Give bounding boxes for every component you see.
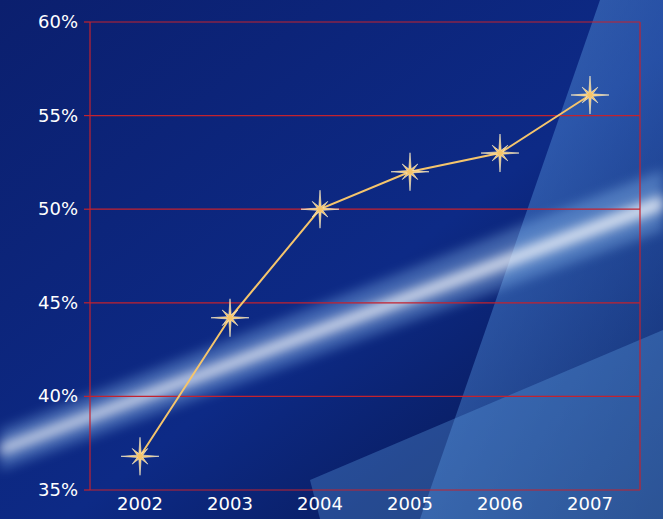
y-tick [84, 209, 90, 210]
plot-frame [639, 22, 640, 490]
light-beam [0, 170, 663, 470]
data-point [301, 190, 339, 228]
x-tick-label: 2005 [387, 493, 433, 514]
grid-line [90, 209, 640, 210]
y-tick-label: 55% [38, 105, 78, 126]
y-tick [84, 396, 90, 397]
y-tick-label: 50% [38, 198, 78, 219]
grid-line [90, 21, 640, 22]
chart: 35% 40% 45% 50% 55% 60% 2002 2003 2004 2005 2006 20… [0, 0, 663, 519]
y-tick [84, 302, 90, 303]
data-point [121, 437, 159, 475]
marks [121, 76, 609, 475]
x-tick-label: 2004 [297, 493, 343, 514]
data-point [481, 134, 519, 172]
y-tick [84, 115, 90, 116]
glass-decoration [310, 330, 663, 519]
x-tick-label: 2002 [117, 493, 163, 514]
light-beam [0, 195, 663, 455]
y-tick-label: 40% [38, 385, 78, 406]
y-tick-label: 45% [38, 292, 78, 313]
x-tick-label: 2007 [567, 493, 613, 514]
y-tick-label: 35% [38, 479, 78, 500]
background [0, 0, 663, 519]
y-tick [84, 21, 90, 22]
y-tick [84, 489, 90, 490]
y-tick-label: 60% [38, 11, 78, 32]
x-tick-label: 2006 [477, 493, 523, 514]
data-point [391, 153, 429, 191]
data-line [140, 95, 590, 456]
grid-line [90, 302, 640, 303]
grid-line [90, 396, 640, 397]
y-axis-line [89, 22, 90, 490]
data-point [211, 299, 249, 337]
chart-root: 35% 40% 45% 50% 55% 60% 2002 2003 2004 2005 2006 20… [0, 0, 663, 519]
x-tick-label: 2003 [207, 493, 253, 514]
data-point [571, 76, 609, 114]
grid-line [90, 489, 640, 490]
